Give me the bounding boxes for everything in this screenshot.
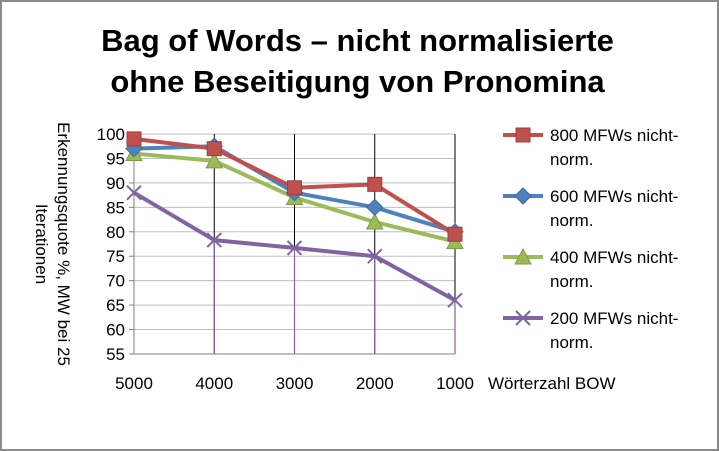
y-tick-label: 60 (106, 321, 125, 340)
data-point (286, 240, 303, 256)
data-point (206, 141, 222, 157)
legend-marker (514, 247, 532, 265)
y-tick-label: 75 (106, 247, 125, 266)
legend-marker (514, 187, 532, 205)
y-tick-label: 95 (106, 149, 125, 168)
y-tick-label: 85 (106, 198, 125, 217)
data-point (447, 226, 463, 242)
legend-entry: 200 MFWs nicht-norm. (550, 309, 678, 352)
data-point (205, 151, 224, 169)
data-point (365, 212, 384, 230)
legend-entry: 400 MFWs nicht-norm. (550, 248, 678, 291)
y-tick-label: 70 (106, 272, 125, 291)
data-point (206, 232, 222, 248)
y-tick-label: 100 (97, 125, 125, 144)
chart-title-line-1: Bag of Words – nicht normalisierte (101, 23, 614, 58)
legend-entry: 600 MFWs nicht-norm. (550, 187, 678, 230)
x-tick-label: 2000 (356, 374, 394, 393)
x-axis-label: Wörterzahl BOW (488, 374, 616, 393)
data-point (447, 292, 463, 308)
data-point (367, 248, 383, 264)
chart-title-line-2: ohne Beseitigung von Pronomina (110, 64, 605, 99)
x-tick-label: 1000 (436, 374, 474, 393)
x-tick-label: 4000 (195, 374, 233, 393)
data-point (126, 131, 142, 147)
legend-entry: 800 MFWs nicht-norm. (550, 126, 678, 169)
y-tick-label: 65 (106, 296, 125, 315)
legend-marker (515, 310, 531, 326)
y-tick-label: 90 (106, 174, 125, 193)
chart-title: Bag of Words – nicht normalisierte ohne … (0, 20, 715, 102)
data-point (287, 180, 302, 196)
legend-marker (515, 127, 531, 143)
data-point (367, 176, 383, 192)
y-tick-label: 80 (106, 223, 125, 242)
data-point (126, 184, 142, 201)
data-point (366, 198, 384, 217)
x-tick-label: 3000 (276, 374, 314, 393)
y-tick-label: 55 (106, 345, 125, 364)
y-axis-label: Erkennungsquote %, MW bei 25Iterationen (32, 122, 73, 366)
x-tick-label: 5000 (115, 374, 153, 393)
